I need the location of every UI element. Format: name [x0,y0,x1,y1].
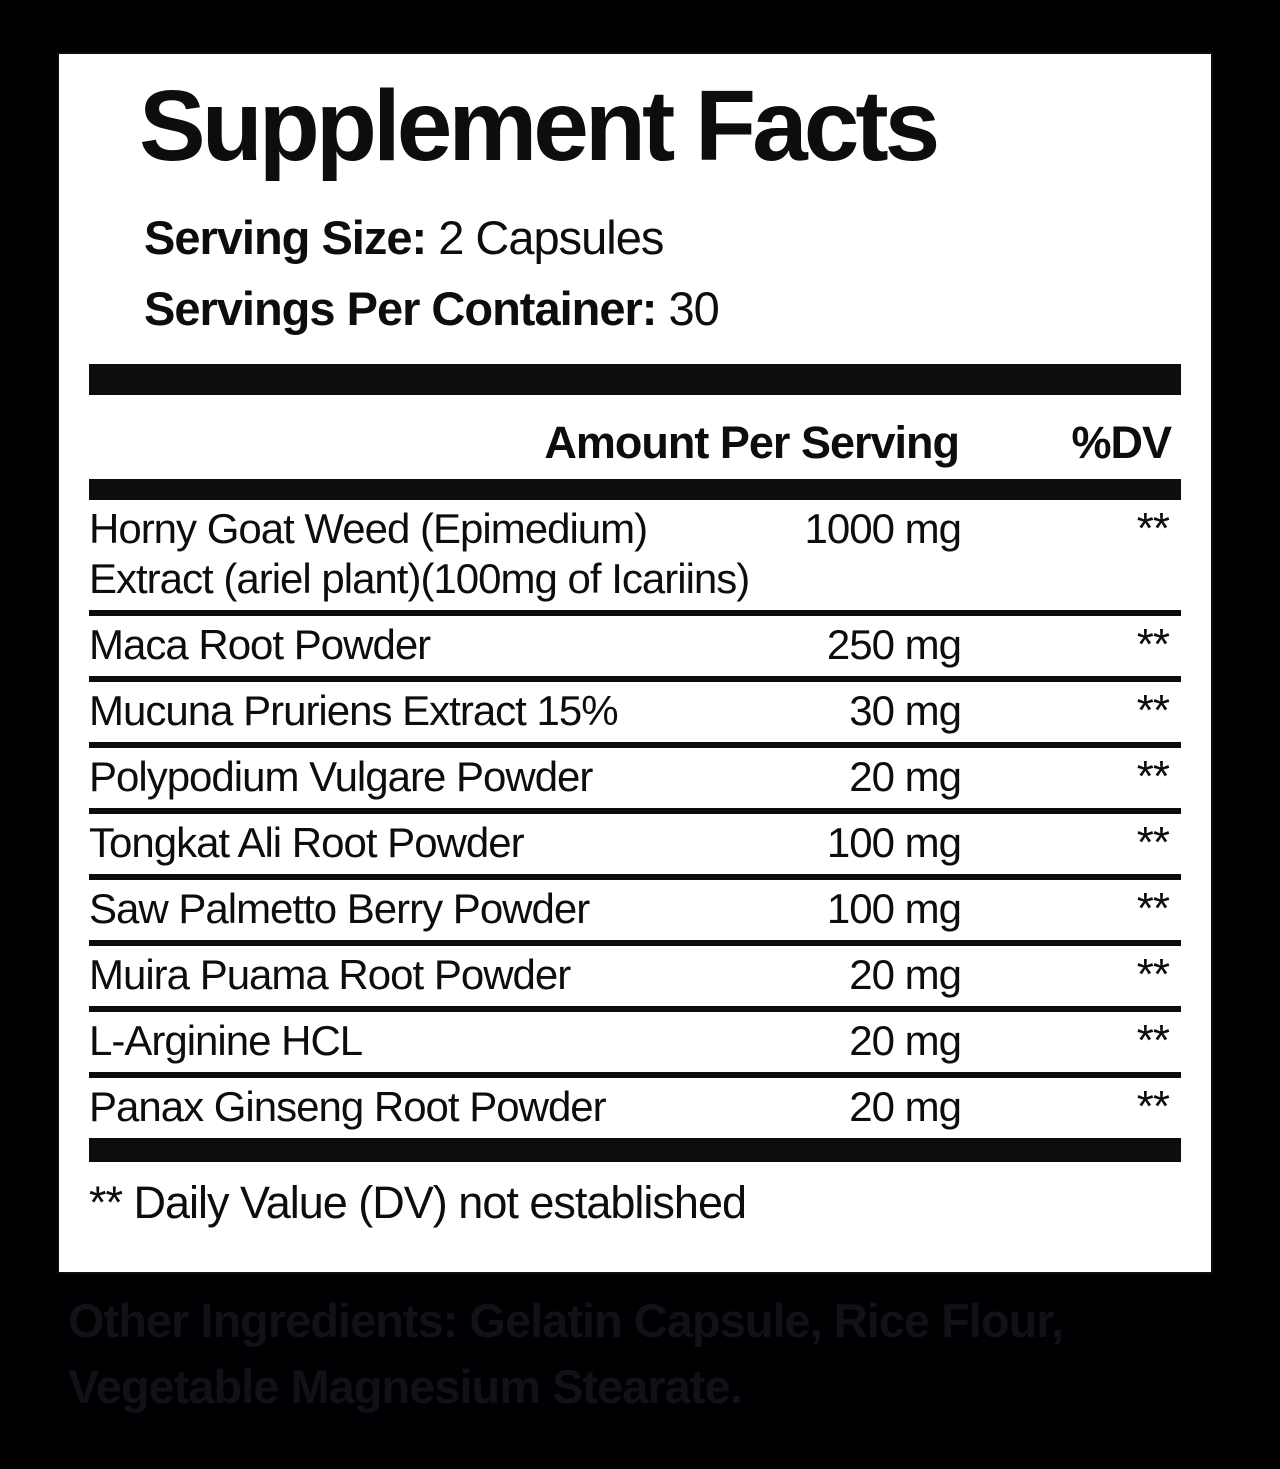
ingredient-dv: ** [1136,686,1170,735]
ingredient-amount: 1000 mg [804,505,962,552]
ingredient-dv: ** [1136,818,1170,867]
serving-size-value: 2 Capsules [438,211,664,264]
page-title: Supplement Facts [139,70,940,182]
ingredient-name: Muira Puama Root Powder [89,951,571,998]
ingredient-name-cell: Tongkat Ali Root Powder [89,818,786,868]
ingredient-dv: ** [1136,752,1170,801]
divider-thick-top [89,364,1181,395]
ingredient-name-cell: Maca Root Powder [89,620,786,670]
ingredient-name-cell: Mucuna Pruriens Extract 15% [89,686,786,736]
servings-per-container-value: 30 [668,282,720,335]
ingredient-amount: 20 mg [849,1017,962,1064]
table-row: Panax Ginseng Root Powder 20 mg ** [89,1072,1181,1138]
other-ingredients: Other Ingredients: Gelatin Capsule, Rice… [68,1288,1148,1420]
ingredient-name: Polypodium Vulgare Powder [89,753,593,800]
table-header: Amount Per Serving %DV [89,395,1181,479]
ingredient-name: Horny Goat Weed (Epimedium) [89,505,648,552]
table-row: Polypodium Vulgare Powder 20 mg ** [89,742,1181,808]
servings-per-container-label: Servings Per Container: [144,282,657,335]
ingredient-name: Maca Root Powder [89,621,431,668]
ingredient-name: Panax Ginseng Root Powder [89,1083,607,1130]
ingredient-dv: ** [1136,504,1170,553]
ingredient-name-cell: Polypodium Vulgare Powder [89,752,786,802]
table-row: L-Arginine HCL 20 mg ** [89,1006,1181,1072]
other-ingredients-line-2: Vegetable Magnesium Stearate. [68,1360,743,1413]
header-amount-per-serving: Amount Per Serving [544,417,960,468]
table-row: Maca Root Powder 250 mg ** [89,610,1181,676]
table-row: Horny Goat Weed (Epimedium) Extract (ari… [89,500,1181,610]
table-row: Mucuna Pruriens Extract 15% 30 mg ** [89,676,1181,742]
serving-info: Serving Size: 2 Capsules Servings Per Co… [144,202,1181,344]
ingredient-name-line2: Extract (ariel plant)(100mg of Icariins) [89,555,750,602]
ingredient-name: L-Arginine HCL [89,1017,363,1064]
serving-size-line: Serving Size: 2 Capsules [144,202,1181,273]
ingredient-amount: 20 mg [849,951,962,998]
ingredient-name: Mucuna Pruriens Extract 15% [89,687,619,734]
dv-footnote: ** Daily Value (DV) not established [89,1177,747,1228]
ingredient-dv: ** [1136,950,1170,999]
header-percent-dv: %DV [1071,417,1172,468]
table-row: Muira Puama Root Powder 20 mg ** [89,940,1181,1006]
servings-per-container-line: Servings Per Container: 30 [144,273,1181,344]
ingredient-amount: 100 mg [826,819,962,866]
table-row: Saw Palmetto Berry Powder 100 mg ** [89,874,1181,940]
ingredient-amount: 20 mg [849,1083,962,1130]
ingredient-rows: Horny Goat Weed (Epimedium) Extract (ari… [89,500,1181,1138]
divider-thick-header [89,479,1181,500]
serving-size-label: Serving Size: [144,211,427,264]
ingredient-name: Saw Palmetto Berry Powder [89,885,590,932]
other-ingredients-line-1: Other Ingredients: Gelatin Capsule, Rice… [68,1294,1064,1347]
ingredient-dv: ** [1136,884,1170,933]
ingredient-name: Tongkat Ali Root Powder [89,819,525,866]
ingredient-dv: ** [1136,620,1170,669]
ingredient-dv: ** [1136,1082,1170,1131]
ingredient-name-cell: Saw Palmetto Berry Powder [89,884,786,934]
ingredient-name-cell: L-Arginine HCL [89,1016,786,1066]
divider-thick-bottom [89,1138,1181,1162]
ingredient-amount: 250 mg [826,621,962,668]
ingredient-name-cell: Horny Goat Weed (Epimedium) Extract (ari… [89,504,786,604]
table-row: Tongkat Ali Root Powder 100 mg ** [89,808,1181,874]
ingredient-amount: 30 mg [849,687,962,734]
ingredient-name-cell: Muira Puama Root Powder [89,950,786,1000]
supplement-facts-panel: Supplement Facts Serving Size: 2 Capsule… [57,52,1213,1274]
ingredient-name-cell: Panax Ginseng Root Powder [89,1082,786,1132]
ingredient-amount: 20 mg [849,753,962,800]
ingredient-dv: ** [1136,1016,1170,1065]
ingredient-amount: 100 mg [826,885,962,932]
